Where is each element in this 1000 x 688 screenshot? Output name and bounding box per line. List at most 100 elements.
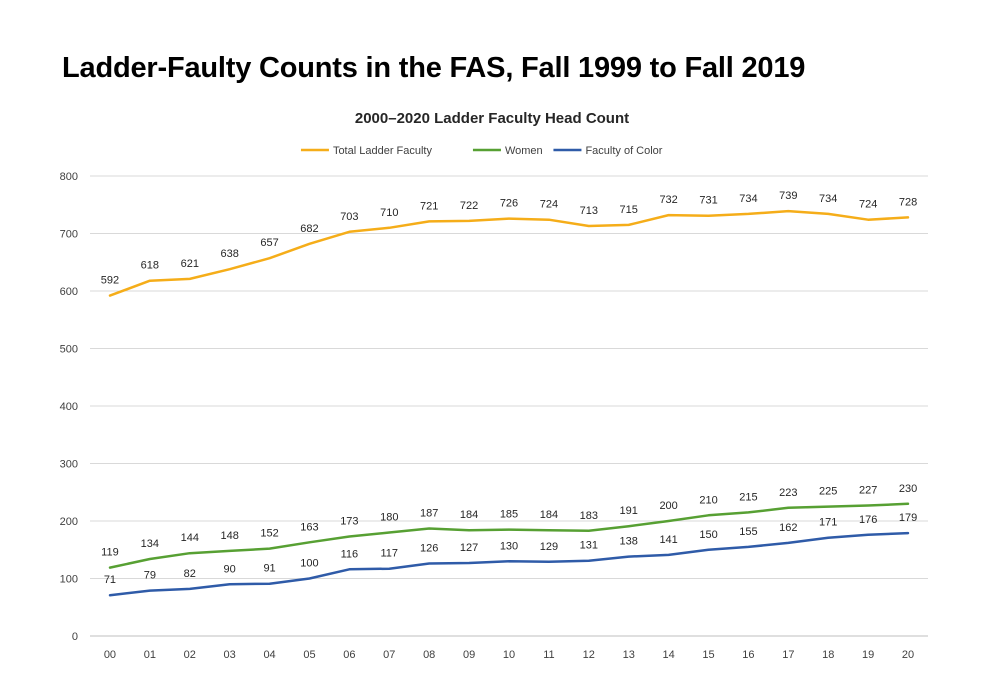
- y-tick-label: 600: [60, 286, 78, 298]
- x-tick-label: 16: [742, 649, 754, 661]
- data-label: 79: [144, 570, 156, 582]
- x-tick-label: 01: [144, 649, 156, 661]
- x-tick-label: 13: [623, 649, 635, 661]
- data-label: 141: [659, 534, 677, 546]
- x-tick-label: 03: [224, 649, 236, 661]
- data-label: 230: [899, 483, 917, 495]
- data-label: 126: [420, 543, 438, 555]
- data-label: 155: [739, 526, 757, 538]
- data-label: 116: [341, 548, 359, 560]
- x-axis: 00 01 02 03 04 05 06 07 08 09 10 11 12 13 14 15 16 17 18 19…: [104, 649, 914, 661]
- data-label: 127: [460, 542, 478, 554]
- data-label: 739: [779, 190, 797, 202]
- data-label: 138: [620, 536, 638, 548]
- data-label: 657: [260, 237, 278, 249]
- data-label: 225: [819, 486, 837, 498]
- y-tick-label: 300: [60, 459, 78, 471]
- data-label: 726: [500, 198, 518, 210]
- x-tick-label: 10: [503, 649, 515, 661]
- legend-item: Women: [472, 145, 543, 157]
- data-label: 185: [500, 509, 518, 521]
- data-label: 734: [819, 193, 837, 205]
- data-label: 100: [300, 558, 318, 570]
- data-label: 131: [580, 540, 598, 552]
- y-axis: 0 100 200 300 400 500 600 700 800: [60, 171, 78, 643]
- series-group: 592 618 621 638 657 682 703 710 721 722 726 724 713 7…: [101, 190, 917, 597]
- legend-label: Faculty of Color: [585, 145, 662, 157]
- data-label: 150: [699, 529, 717, 541]
- data-label: 713: [580, 205, 598, 217]
- legend-label: Women: [505, 145, 543, 157]
- x-tick-label: 18: [822, 649, 834, 661]
- data-label: 728: [899, 196, 917, 208]
- data-label: 134: [141, 538, 159, 550]
- data-label: 618: [141, 260, 159, 272]
- data-label: 731: [699, 195, 717, 207]
- data-label: 173: [340, 516, 358, 528]
- y-tick-label: 700: [60, 229, 78, 241]
- data-label: 682: [300, 223, 318, 235]
- data-label: 722: [460, 200, 478, 212]
- series-line: [108, 209, 910, 297]
- x-tick-label: 20: [902, 649, 914, 661]
- data-label: 210: [699, 494, 717, 506]
- y-tick-label: 200: [60, 516, 78, 528]
- data-label: 171: [819, 517, 837, 529]
- data-label: 191: [620, 505, 638, 517]
- data-label: 152: [260, 528, 278, 540]
- data-label: 184: [460, 509, 478, 521]
- data-label: 130: [500, 540, 518, 552]
- data-label: 117: [381, 548, 399, 560]
- chart-title: 2000–2020 Ladder Faculty Head Count: [355, 110, 629, 127]
- data-label: 144: [181, 532, 199, 544]
- x-tick-label: 14: [662, 649, 674, 661]
- x-tick-label: 05: [303, 649, 315, 661]
- data-label: 592: [101, 275, 119, 287]
- y-tick-label: 500: [60, 344, 78, 356]
- data-label: 184: [540, 509, 558, 521]
- data-label: 638: [220, 248, 238, 260]
- x-tick-label: 06: [343, 649, 355, 661]
- data-label: 119: [101, 547, 119, 559]
- data-label: 724: [859, 199, 877, 211]
- data-label: 179: [899, 512, 917, 524]
- data-label: 176: [859, 514, 877, 526]
- data-label: 90: [224, 563, 236, 575]
- data-label: 200: [659, 500, 677, 512]
- legend-item: Faculty of Color: [553, 145, 663, 157]
- data-label: 734: [739, 193, 757, 205]
- x-tick-label: 00: [104, 649, 116, 661]
- data-label: 710: [380, 207, 398, 219]
- data-label: 82: [184, 568, 196, 580]
- gridlines: [90, 175, 928, 637]
- x-tick-label: 02: [184, 649, 196, 661]
- x-tick-label: 07: [383, 649, 395, 661]
- data-label: 227: [859, 484, 877, 496]
- legend-label: Total Ladder Faculty: [333, 145, 433, 157]
- legend-item: Total Ladder Faculty: [300, 145, 433, 157]
- data-label: 91: [263, 563, 275, 575]
- data-label: 732: [659, 194, 677, 206]
- series-0: 592 618 621 638 657 682 703 710 721 722 726 724 713 7…: [101, 190, 917, 297]
- x-tick-label: 15: [702, 649, 714, 661]
- x-tick-label: 12: [583, 649, 595, 661]
- data-label: 721: [420, 200, 438, 212]
- data-label: 148: [220, 530, 238, 542]
- data-label: 129: [540, 541, 558, 553]
- legend: Total Ladder Faculty Women Faculty of Colo…: [300, 145, 663, 157]
- page-title: Ladder-Faulty Counts in the FAS, Fall 19…: [62, 52, 806, 84]
- data-label: 71: [104, 574, 116, 586]
- data-label: 180: [380, 512, 398, 524]
- data-label: 621: [181, 258, 199, 270]
- data-label: 183: [580, 510, 598, 522]
- y-tick-label: 400: [60, 401, 78, 413]
- x-tick-label: 04: [263, 649, 275, 661]
- data-label: 187: [420, 507, 438, 519]
- y-tick-label: 800: [60, 171, 78, 183]
- x-tick-label: 17: [782, 649, 794, 661]
- series-line: [108, 502, 910, 569]
- data-label: 163: [300, 521, 318, 533]
- series-1: 119 134 144 148 152 163 173 180 187 184 185 184 183 1…: [101, 483, 917, 569]
